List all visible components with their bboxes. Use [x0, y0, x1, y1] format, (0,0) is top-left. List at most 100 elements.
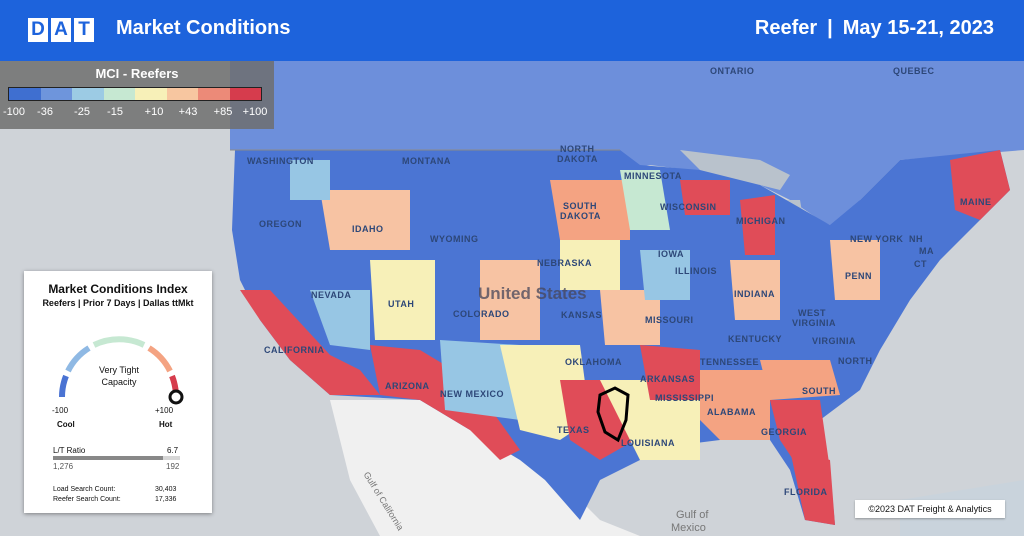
map-label: DAKOTA	[557, 154, 598, 164]
map-label: ILLINOIS	[675, 266, 717, 276]
header-bar: D A T Market Conditions Reefer | May 15-…	[0, 0, 1024, 61]
lt-ratio-fill	[53, 456, 164, 460]
gauge-max: +100	[155, 406, 174, 415]
map-label: IOWA	[658, 249, 684, 259]
legend-swatch	[198, 88, 230, 100]
gauge-status: Very Tight Capacity	[84, 364, 154, 388]
map-label: KENTUCKY	[728, 334, 783, 344]
legend-tick: +100	[242, 106, 268, 118]
gauge-segment	[92, 336, 146, 348]
legend-swatch	[40, 88, 72, 100]
map-label: WYOMING	[430, 234, 479, 244]
map-label: ARIZONA	[385, 381, 430, 391]
gauge-min-label: Cool	[57, 420, 75, 429]
water-label: Gulf of	[676, 509, 709, 521]
water-label: Mexico	[671, 522, 706, 534]
load-count: 1,276	[53, 462, 74, 471]
panel-subtitle: Reefers | Prior 7 Days | Dallas ttMkt	[42, 298, 194, 308]
map-label: VIRGINIA	[792, 318, 837, 328]
map-label: NEVADA	[311, 290, 352, 300]
gauge-segment	[58, 374, 69, 398]
map-label: NEW MEXICO	[440, 389, 505, 399]
map-label: WISCONSIN	[660, 202, 717, 212]
legend-color-scale	[8, 87, 262, 101]
map-label: NORTH	[838, 356, 873, 366]
gauge-indicator	[168, 389, 184, 405]
country-label: United States	[478, 284, 587, 303]
map-label: KANSAS	[561, 310, 603, 320]
map-label: PENN	[845, 271, 873, 281]
map-label: MICHIGAN	[736, 216, 786, 226]
map-label: VIRGINIA	[812, 336, 857, 346]
map-label: LOUISIANA	[621, 438, 675, 448]
load-search-label: Load Search Count:	[53, 486, 116, 493]
logo-letter: A	[51, 18, 71, 42]
legend-swatch	[229, 88, 261, 100]
gauge-segment	[147, 345, 173, 373]
map-label: CALIFORNIA	[264, 345, 325, 355]
gauge-status-line: Very Tight	[98, 365, 140, 375]
map-label: INDIANA	[734, 289, 775, 299]
map-label: NEW YORK	[850, 234, 904, 244]
truck-count: 192	[166, 462, 180, 471]
map-label: WASHINGTON	[247, 156, 314, 166]
map-label: ONTARIO	[710, 66, 755, 76]
legend-tick: +10	[144, 106, 164, 118]
map-label: MINNESOTA	[624, 171, 682, 181]
map-label: OREGON	[259, 219, 303, 229]
map-label: TEXAS	[557, 425, 590, 435]
reefer-search-label: Reefer Search Count:	[53, 496, 121, 503]
legend-swatch	[72, 88, 104, 100]
map-label: OKLAHOMA	[565, 357, 622, 367]
map-label: SOUTH	[563, 201, 597, 211]
map-label: ALABAMA	[707, 407, 756, 417]
date-range: May 15-21, 2023	[842, 17, 994, 39]
map-label: NORTH	[560, 144, 595, 154]
legend-swatch	[135, 88, 167, 100]
legend-swatch	[166, 88, 198, 100]
gauge-min: -100	[52, 406, 69, 415]
legend-tick: +43	[178, 106, 198, 118]
map-label: TENNESSEE	[700, 357, 760, 367]
map-label: ARKANSAS	[640, 374, 696, 384]
map-label: MISSOURI	[645, 315, 694, 325]
legend-swatch	[103, 88, 135, 100]
mci-gauge	[58, 336, 184, 405]
map-label: DAKOTA	[560, 211, 601, 221]
legend-tick: -100	[2, 106, 26, 118]
mci-legend: MCI - Reefers -100 -36 -25 -15 +10 +43 +…	[0, 61, 274, 129]
gauge-max-label: Hot	[159, 420, 173, 429]
map-label: CT	[914, 259, 927, 269]
lt-ratio-bar	[53, 456, 180, 460]
map-label: MONTANA	[402, 156, 451, 166]
legend-ticks: -100 -36 -25 -15 +10 +43 +85 +100	[0, 106, 274, 122]
page-title: Market Conditions	[116, 17, 291, 39]
legend-tick: -25	[74, 106, 90, 118]
map-label: MAINE	[960, 197, 992, 207]
header-right: Reefer | May 15-21, 2023	[755, 17, 994, 40]
legend-swatch	[9, 88, 41, 100]
map-label: FLORIDA	[784, 487, 828, 497]
lt-ratio-value: 6.7	[167, 446, 179, 455]
gauge-segment	[65, 345, 91, 373]
header-separator: |	[827, 17, 833, 39]
map-label: GEORGIA	[761, 427, 808, 437]
map-label: COLORADO	[453, 309, 510, 319]
map-label: IDAHO	[352, 224, 384, 234]
reefer-search-value: 17,336	[155, 496, 177, 503]
legend-tick: -36	[37, 106, 53, 118]
map-label: QUEBEC	[893, 66, 935, 76]
mci-panel: Market Conditions Index Reefers | Prior …	[24, 271, 212, 513]
legend-tick: -15	[107, 106, 123, 118]
map-label: MISSISSIPPI	[655, 393, 715, 403]
legend-title: MCI - Reefers	[95, 66, 179, 81]
copyright-notice: ©2023 DAT Freight & Analytics	[855, 500, 1005, 518]
map-label: NEBRASKA	[537, 258, 593, 268]
map-label: UTAH	[388, 299, 415, 309]
equipment-type: Reefer	[754, 17, 818, 39]
load-search-value: 30,403	[155, 486, 177, 493]
logo-letter: T	[74, 18, 94, 42]
map-label: MA	[919, 246, 934, 256]
logo-letter: D	[28, 18, 48, 42]
map-label: NH	[909, 234, 923, 244]
